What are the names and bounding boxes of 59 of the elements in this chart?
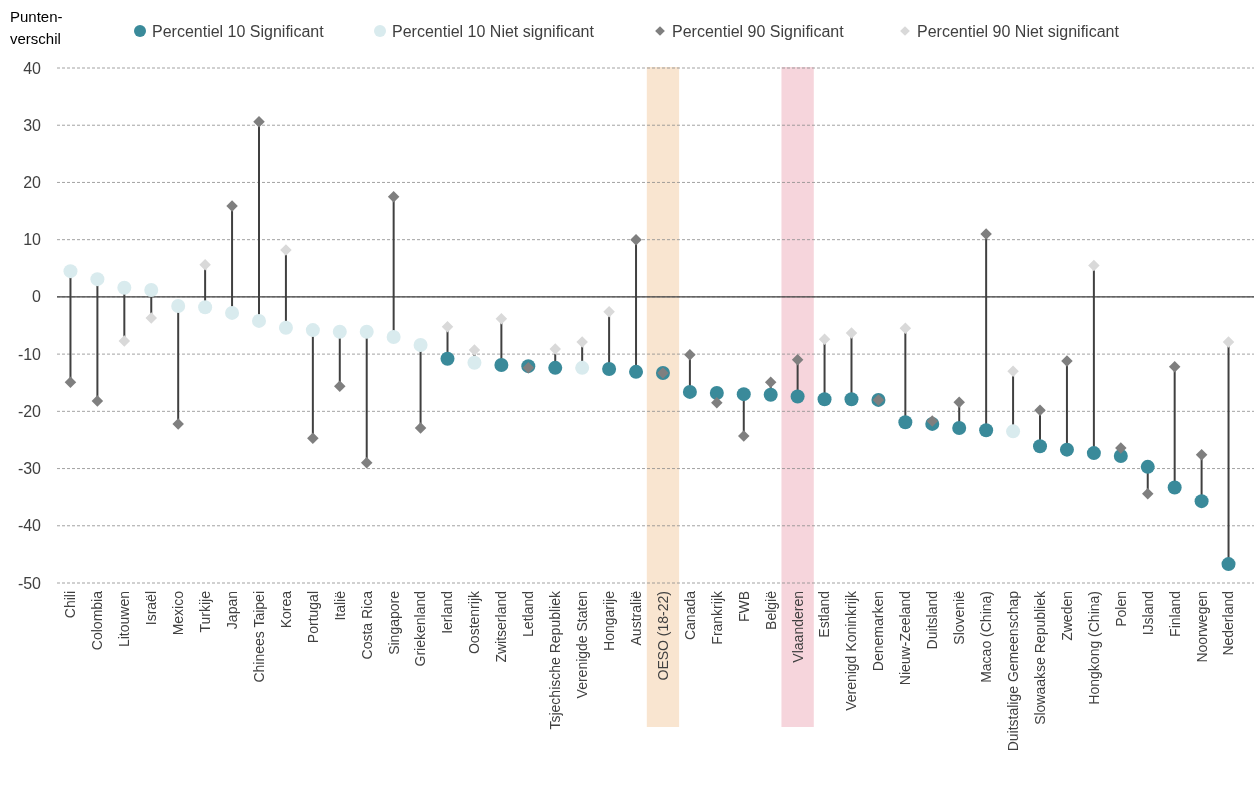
y-tick-label: -30	[17, 460, 42, 478]
x-tick-label: Zweden	[1058, 591, 1075, 641]
x-tick-label: Hongarije	[601, 590, 617, 651]
x-tick-label: Mexico	[170, 590, 187, 636]
x-tick-label: Nederland	[1220, 591, 1237, 656]
x-tick-label: Noorwegen	[1193, 591, 1210, 663]
y-tick-label: -10	[17, 345, 42, 363]
x-tick-label: Israël	[143, 591, 160, 626]
x-tick-label: Vlaanderen	[789, 591, 806, 663]
x-tick-label: Denemarken	[870, 591, 887, 672]
x-tick-label: Oostenrijk	[466, 590, 483, 655]
x-tick-label: Korea	[277, 590, 294, 629]
x-tick-label: Ierland	[439, 591, 456, 634]
x-tick-label: Letland	[520, 591, 537, 637]
x-tick-label: Chili	[62, 591, 79, 619]
legend-label: Percentiel 90 Significant	[672, 22, 845, 40]
y-tick-label: -50	[17, 574, 42, 592]
x-tick-label: Frankrijk	[708, 590, 725, 645]
x-tick-label: OESO (18-22)	[654, 591, 671, 681]
x-tick-label: Estland	[816, 591, 833, 638]
x-tick-label: Griekenland	[412, 591, 429, 667]
legend-label: Percentiel 10 Niet significant	[392, 22, 595, 40]
y-tick-label: 30	[23, 116, 42, 134]
x-tick-label: Finland	[1166, 591, 1183, 637]
x-tick-label: Litouwen	[116, 591, 133, 648]
x-tick-label: FWB	[735, 591, 752, 623]
legend-label: Percentiel 10 Significant	[152, 22, 325, 40]
x-tick-label: Zwitserland	[493, 591, 510, 663]
x-tick-label: Hongkong (China)	[1085, 591, 1102, 705]
y-tick-label: -20	[17, 402, 42, 420]
x-tick-label: Turkije	[197, 590, 214, 633]
y-tick-label: -40	[17, 517, 42, 535]
x-tick-label: Slovenië	[951, 590, 968, 645]
x-tick-label: Japan	[223, 591, 240, 630]
x-tick-label: Singapore	[385, 590, 402, 655]
x-tick-label: Polen	[1112, 591, 1129, 627]
x-tick-label: Verenigd Koninkrijk	[843, 590, 860, 711]
x-tick-label: Costa Rica	[358, 590, 375, 660]
y-tick-label: 20	[23, 174, 42, 192]
y-axis-title: Punten- verschil	[10, 8, 63, 47]
x-tick-label: België	[762, 590, 779, 630]
x-tick-label: IJsland	[1139, 591, 1156, 636]
x-tick-label: Australië	[627, 590, 644, 646]
x-tick-label: Italië	[331, 590, 348, 621]
legend-label: Percentiel 90 Niet significant	[917, 22, 1120, 40]
x-tick-label: Portugal	[304, 591, 321, 644]
x-tick-label: Chinees Taipei	[250, 591, 267, 683]
x-tick-label: Slowaakse Republiek	[1031, 590, 1048, 725]
x-tick-label: Verenigde Staten	[574, 591, 591, 699]
y-tick-label: 10	[23, 231, 42, 249]
y-tick-label: 40	[23, 59, 42, 77]
x-tick-label: Canada	[681, 590, 698, 641]
x-tick-label: Duitstalige Gemeenschap	[1004, 590, 1021, 752]
x-tick-label: Macao (China)	[978, 591, 995, 683]
x-tick-label: Colombia	[89, 590, 106, 651]
y-tick-label: 0	[32, 288, 42, 306]
x-tick-label: Nieuw-Zeeland	[897, 591, 914, 686]
x-tick-label: Tsjechische Republiek	[547, 590, 564, 730]
x-tick-label: Duitsland	[924, 591, 941, 650]
